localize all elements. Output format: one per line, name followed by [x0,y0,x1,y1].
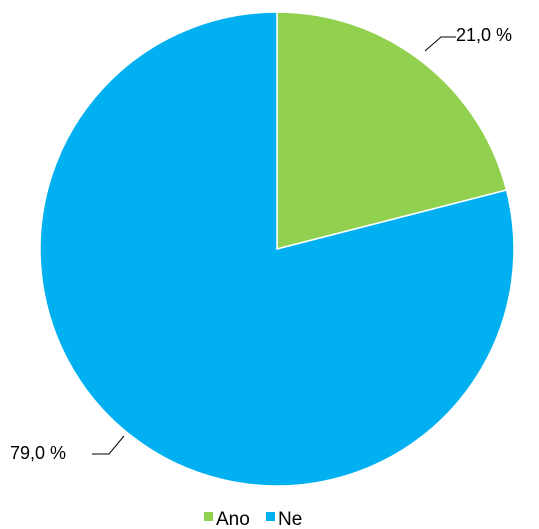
pie-slice-ano [276,11,508,250]
legend-label-ano: Ano [216,509,250,529]
data-label-ano: 21,0 % [456,25,512,45]
legend: Ano Ne [204,509,302,529]
legend-label-ne: Ne [278,509,302,529]
pie-slice-ne [39,11,515,487]
pie-slices [39,11,515,487]
data-label-ne: 79,0 % [10,443,66,463]
leader-line-ano [424,36,456,52]
legend-swatch-ne [266,512,275,521]
legend-swatch-ano [204,512,213,521]
leader-line-ne [92,435,125,455]
